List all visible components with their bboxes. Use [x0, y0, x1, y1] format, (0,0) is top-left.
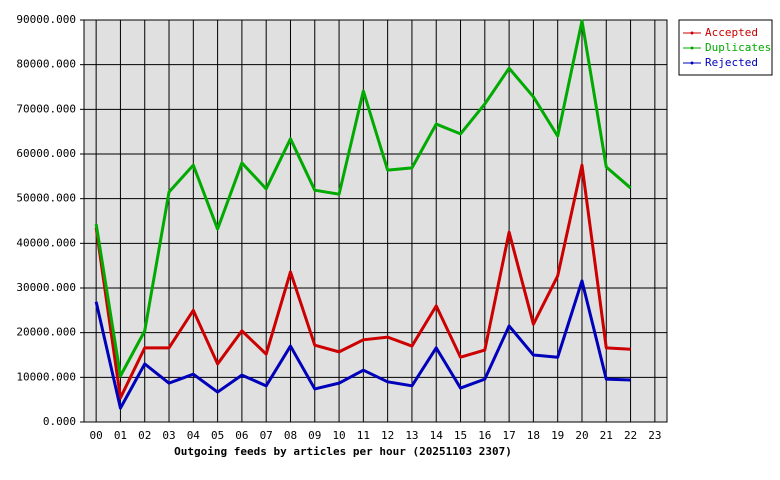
plot-area	[83, 19, 668, 423]
legend-label: Duplicates	[705, 41, 771, 54]
series-line	[94, 19, 632, 378]
legend-label: Accepted	[705, 26, 758, 39]
x-tick-label: 19	[551, 429, 564, 442]
x-axis-label: Outgoing feeds by articles per hour (202…	[174, 445, 512, 458]
series-line	[94, 163, 631, 400]
x-tick-label: 04	[187, 429, 201, 442]
x-tick-label: 17	[502, 429, 515, 442]
x-tick-label: 21	[600, 429, 613, 442]
y-tick-label: 90000.000	[16, 13, 76, 26]
y-tick-label: 40000.000	[16, 236, 76, 249]
x-tick-label: 06	[235, 429, 248, 442]
x-tick-label: 14	[430, 429, 444, 442]
x-tick-label: 23	[648, 429, 661, 442]
x-tick-label: 09	[308, 429, 321, 442]
series-line	[94, 279, 631, 410]
x-tick-label: 11	[357, 429, 370, 442]
y-tick-label: 80000.000	[16, 58, 76, 71]
x-tick-label: 18	[527, 429, 540, 442]
legend-marker	[690, 61, 694, 65]
x-tick-label: 08	[284, 429, 297, 442]
x-tick-label: 10	[332, 429, 345, 442]
legend-label: Rejected	[705, 56, 758, 69]
y-tick-label: 10000.000	[16, 370, 76, 383]
y-tick-label: 0.000	[43, 415, 76, 428]
y-tick-label: 20000.000	[16, 326, 76, 339]
legend-marker	[690, 31, 694, 35]
x-tick-label: 07	[260, 429, 273, 442]
x-tick-label: 22	[624, 429, 637, 442]
y-tick-label: 70000.000	[16, 102, 76, 115]
x-tick-label: 16	[478, 429, 491, 442]
legend-marker	[690, 46, 694, 50]
x-tick-label: 12	[381, 429, 394, 442]
y-tick-label: 60000.000	[16, 147, 76, 160]
x-tick-label: 00	[90, 429, 103, 442]
x-tick-label: 15	[454, 429, 467, 442]
y-tick-label: 50000.000	[16, 192, 76, 205]
x-tick-label: 01	[114, 429, 127, 442]
x-tick-label: 02	[138, 429, 151, 442]
x-tick-label: 13	[405, 429, 418, 442]
x-tick-label: 05	[211, 429, 224, 442]
y-tick-label: 30000.000	[16, 281, 76, 294]
x-tick-label: 03	[162, 429, 175, 442]
x-tick-label: 20	[575, 429, 588, 442]
